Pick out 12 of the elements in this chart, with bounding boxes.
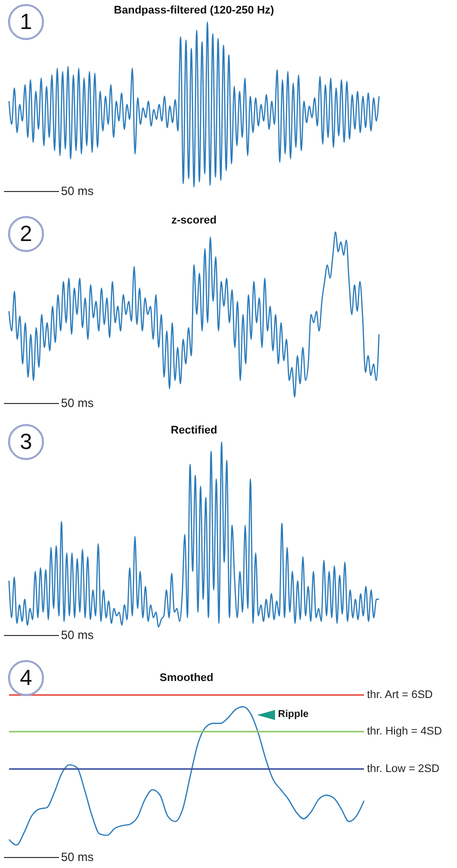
text: thr. High = 4SD <box>367 726 442 738</box>
text: thr. Low = 2SD <box>367 762 440 775</box>
annotation: Ripple <box>278 709 309 720</box>
chart-title: Smoothed <box>160 672 214 684</box>
chart-title: Rectified <box>170 424 218 436</box>
annotation: 50 ms <box>61 184 94 198</box>
text: 50 ms <box>61 628 94 642</box>
annotation: 50 ms <box>61 396 94 410</box>
text: 50 ms <box>61 850 94 864</box>
chart-title: z-scored <box>171 214 217 226</box>
text: thr. Art = 6SD <box>367 689 433 701</box>
chart-title: Bandpass-filtered (120-250 Hz) <box>114 4 274 16</box>
